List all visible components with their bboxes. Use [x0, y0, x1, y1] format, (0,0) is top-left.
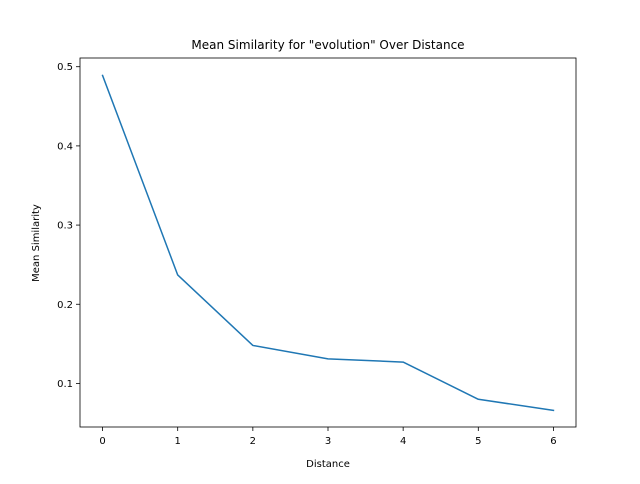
y-tick-label: 0.4 [57, 141, 73, 152]
y-tick-label: 0.5 [57, 62, 73, 73]
x-tick-label: 1 [175, 436, 181, 447]
x-tick-label: 5 [475, 436, 481, 447]
y-tick-label: 0.2 [57, 300, 73, 311]
x-axis-label: Distance [306, 459, 350, 470]
axes-frame [79, 57, 577, 428]
x-tick-label: 6 [550, 436, 556, 447]
series-line [101, 74, 555, 412]
y-tick-label: 0.3 [57, 221, 73, 232]
y-tick-label: 0.1 [57, 379, 73, 390]
chart-title: Mean Similarity for "evolution" Over Dis… [191, 38, 464, 52]
plot-area [79, 57, 577, 428]
x-tick-label: 2 [250, 436, 256, 447]
x-tick-label: 0 [99, 436, 105, 447]
x-tick-label: 4 [400, 436, 406, 447]
y-axis-ticks: 0.1 0.2 0.3 0.4 0.5 [57, 62, 80, 390]
x-axis-ticks: 0 1 2 3 4 5 6 [99, 427, 557, 447]
y-axis-label: Mean Similarity [31, 204, 42, 282]
x-tick-label: 3 [325, 436, 331, 447]
